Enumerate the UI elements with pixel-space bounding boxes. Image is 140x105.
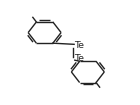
Text: Te: Te [74,41,84,50]
Text: Te: Te [74,54,84,63]
